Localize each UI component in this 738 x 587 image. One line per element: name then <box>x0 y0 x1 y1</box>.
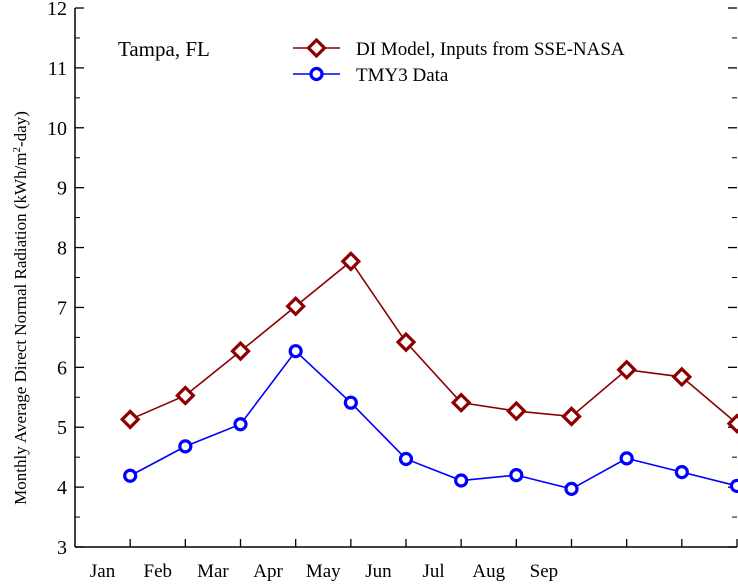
y-tick-label: 12 <box>47 0 67 20</box>
data-point <box>395 331 417 353</box>
data-point <box>230 340 251 362</box>
series-line <box>129 349 738 490</box>
series-line <box>129 260 738 425</box>
x-tick-label: Jun <box>365 561 392 582</box>
data-point <box>564 481 579 497</box>
legend-entry: TMY3 Data <box>293 65 449 86</box>
x-tick-label: Mar <box>197 561 229 582</box>
y-tick-label: 9 <box>57 178 67 200</box>
data-point <box>285 295 306 317</box>
data-point <box>175 385 196 406</box>
y-tick-label: 6 <box>57 357 67 379</box>
data-point <box>288 344 303 359</box>
x-tick-label: Apr <box>253 561 283 582</box>
data-point <box>178 439 193 454</box>
legend-marker <box>306 37 327 59</box>
data-point <box>398 451 414 467</box>
legend-label: TMY3 Data <box>356 65 449 86</box>
axis-ticks: 3 4 5 6 7 8 9 10 11 12 Jan Feb Mar Apr May Jun Jul Aug Sep <box>47 0 738 582</box>
y-tick-label: 3 <box>57 537 67 559</box>
x-tick-label: Jan <box>90 561 116 582</box>
data-point <box>119 409 141 430</box>
chart-annotation: Tampa, FL <box>118 37 210 61</box>
series-layer <box>119 251 738 497</box>
series-0 <box>119 251 738 434</box>
y-tick-label: 4 <box>57 477 67 499</box>
x-tick-label: Sep <box>530 561 559 582</box>
y-tick-label: 7 <box>57 297 67 319</box>
y-axis-label: Monthly Average Direct Normal Radiation … <box>11 111 30 505</box>
data-point <box>233 417 248 432</box>
data-point <box>674 465 689 480</box>
y-tick-label: 10 <box>47 118 67 140</box>
data-point <box>454 473 469 488</box>
y-tick-label: 5 <box>57 417 67 439</box>
legend: DI Model, Inputs from SSE-NASA TMY3 Data <box>293 37 625 86</box>
data-point <box>619 451 634 466</box>
x-tick-label: Aug <box>472 561 505 582</box>
data-point <box>671 366 693 388</box>
x-tick-label: Feb <box>144 561 173 582</box>
data-point <box>123 468 138 483</box>
data-point <box>509 468 524 483</box>
data-point <box>450 392 472 413</box>
y-tick-label: 11 <box>48 58 67 80</box>
legend-entry: DI Model, Inputs from SSE-NASA <box>293 37 625 60</box>
data-point <box>616 359 637 380</box>
axes <box>74 8 737 548</box>
legend-label: DI Model, Inputs from SSE-NASA <box>356 39 625 60</box>
x-tick-label: May <box>306 561 341 582</box>
data-point <box>561 406 582 427</box>
data-point <box>726 413 738 434</box>
legend-marker <box>309 66 324 82</box>
data-point <box>729 478 738 494</box>
data-point <box>343 395 358 410</box>
x-tick-label: Jul <box>422 561 444 582</box>
data-point <box>506 400 527 422</box>
data-point <box>340 251 362 272</box>
y-tick-label: 8 <box>57 238 67 260</box>
series-1 <box>123 344 738 497</box>
